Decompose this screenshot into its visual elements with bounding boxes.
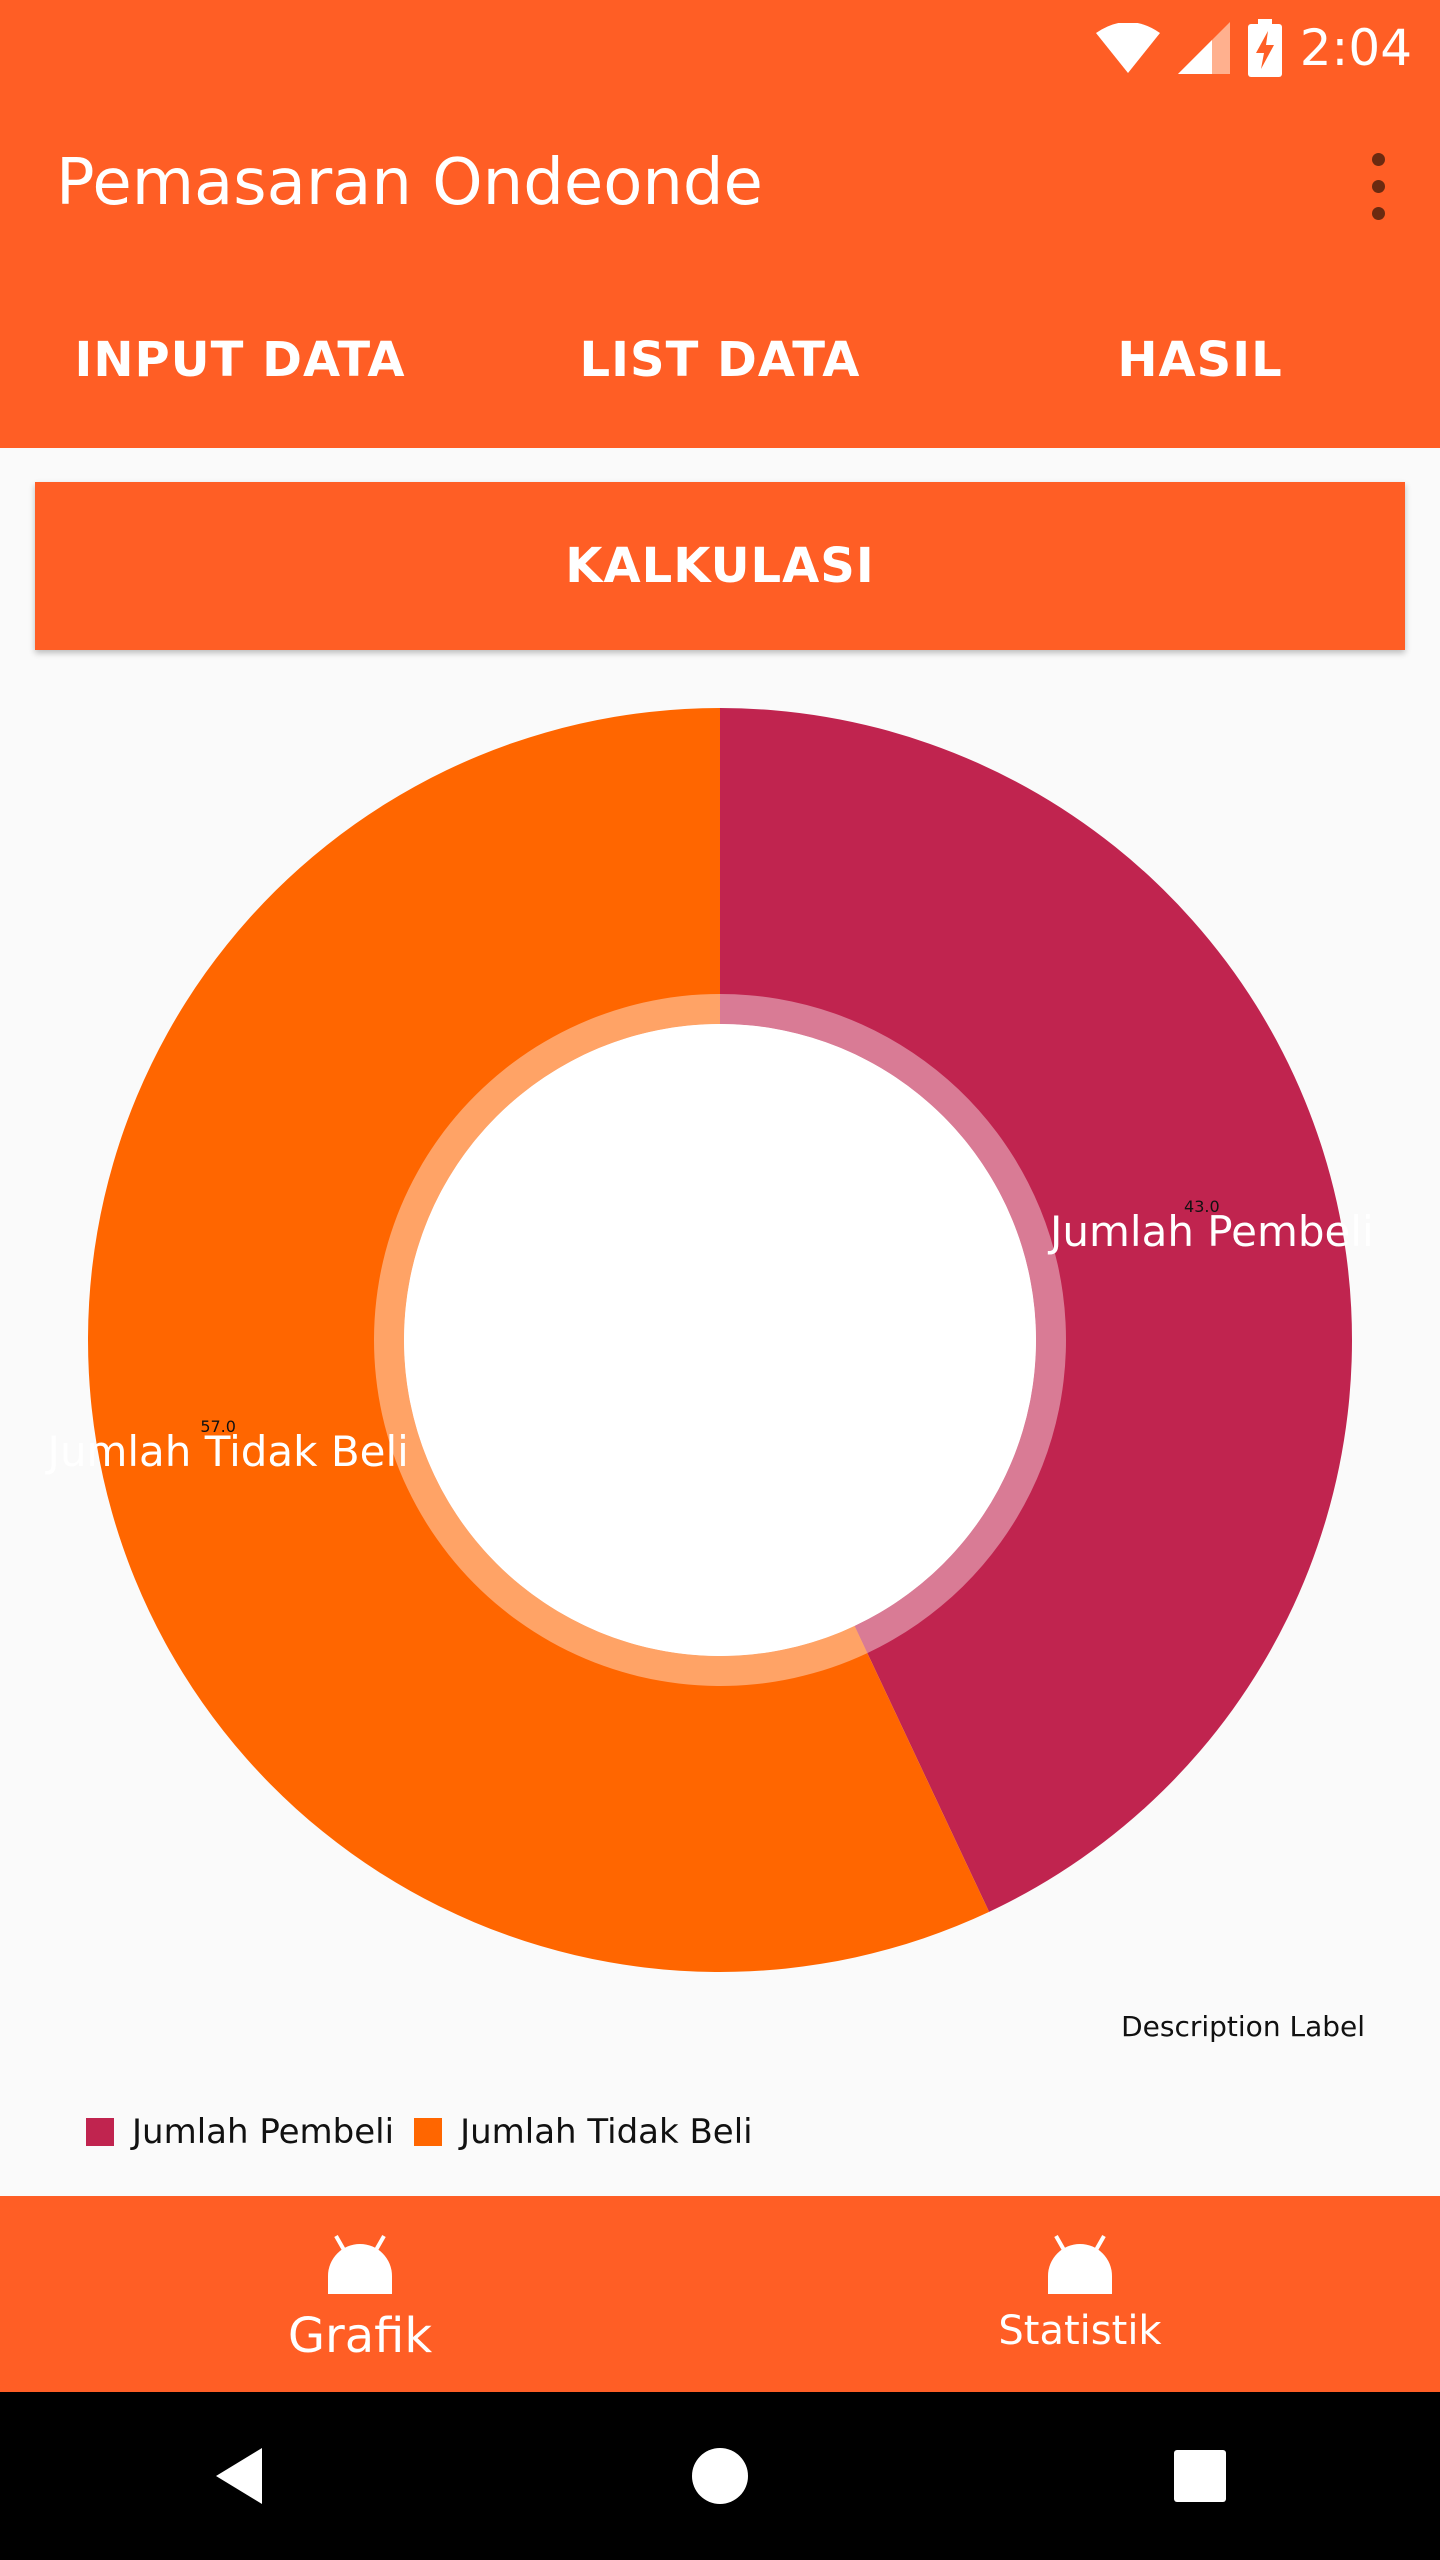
app-bar: Pemasaran Ondeonde xyxy=(0,96,1440,272)
tab-bar: INPUT DATA LIST DATA HASIL xyxy=(0,272,1440,448)
recents-icon[interactable] xyxy=(1170,2446,1230,2506)
nav-item-statistik[interactable]: Statistik xyxy=(720,2196,1440,2392)
slice-label: Jumlah Pembeli xyxy=(1047,1207,1374,1256)
wifi-icon xyxy=(1095,23,1160,73)
nav-label-statistik: Statistik xyxy=(998,2308,1162,2354)
status-icons: 2:04 xyxy=(1095,12,1412,84)
battery-charging-icon xyxy=(1247,19,1282,77)
pie-slice[interactable] xyxy=(720,708,1352,1912)
tab-hasil[interactable]: HASIL xyxy=(1117,332,1283,388)
overflow-menu-icon[interactable] xyxy=(1336,138,1420,234)
signal-icon xyxy=(1177,22,1230,74)
app-title: Pemasaran Ondeonde xyxy=(56,146,763,220)
slice-value-label: 57.0 xyxy=(200,1417,236,1436)
donut-hole xyxy=(404,1024,1036,1656)
legend-item: Jumlah Tidak Beli xyxy=(414,2112,753,2152)
chart-legend: Jumlah Pembeli Jumlah Tidak Beli xyxy=(86,2110,773,2154)
back-icon[interactable] xyxy=(210,2446,270,2506)
chart-description: Description Label xyxy=(1121,2010,1365,2043)
system-navigation-bar xyxy=(0,2392,1440,2560)
android-icon xyxy=(328,2235,392,2294)
android-icon xyxy=(1048,2235,1112,2294)
slice-value-label: 43.0 xyxy=(1184,1197,1220,1216)
legend-swatch xyxy=(86,2118,114,2146)
pie-slice-hole-ring xyxy=(720,994,1066,1654)
tab-input-data[interactable]: INPUT DATA xyxy=(74,332,406,388)
legend-label: Jumlah Pembeli xyxy=(132,2112,395,2152)
kalkulasi-button[interactable]: KALKULASI xyxy=(35,482,1405,650)
tab-list-data[interactable]: LIST DATA xyxy=(579,332,861,388)
legend-item: Jumlah Pembeli xyxy=(86,2112,394,2152)
status-time: 2:04 xyxy=(1299,19,1412,77)
bottom-navigation: Grafik Statistik xyxy=(0,2196,1440,2392)
status-bar: 2:04 xyxy=(0,0,1440,96)
slice-label: Jumlah Tidak Beli xyxy=(44,1427,408,1476)
nav-label-grafik: Grafik xyxy=(287,2308,433,2364)
pie-chart-container[interactable]: Jumlah Pembeli 43.0 Jumlah Tidak Beli 57.0 xyxy=(0,690,1440,2030)
legend-swatch xyxy=(414,2118,443,2146)
nav-item-grafik[interactable]: Grafik xyxy=(0,2196,720,2392)
legend-label: Jumlah Tidak Beli xyxy=(460,2112,753,2152)
pie-slice[interactable] xyxy=(88,708,990,1972)
home-icon[interactable] xyxy=(690,2446,750,2506)
